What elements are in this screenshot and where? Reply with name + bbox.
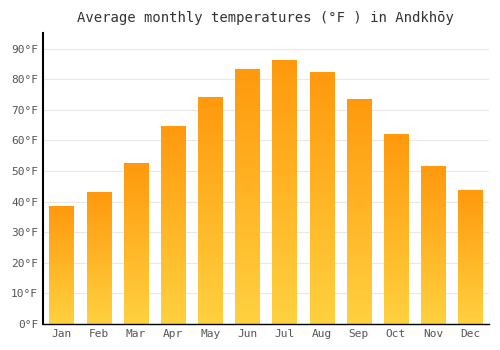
Title: Average monthly temperatures (°F ) in Andkhōy: Average monthly temperatures (°F ) in An… [78,11,454,25]
